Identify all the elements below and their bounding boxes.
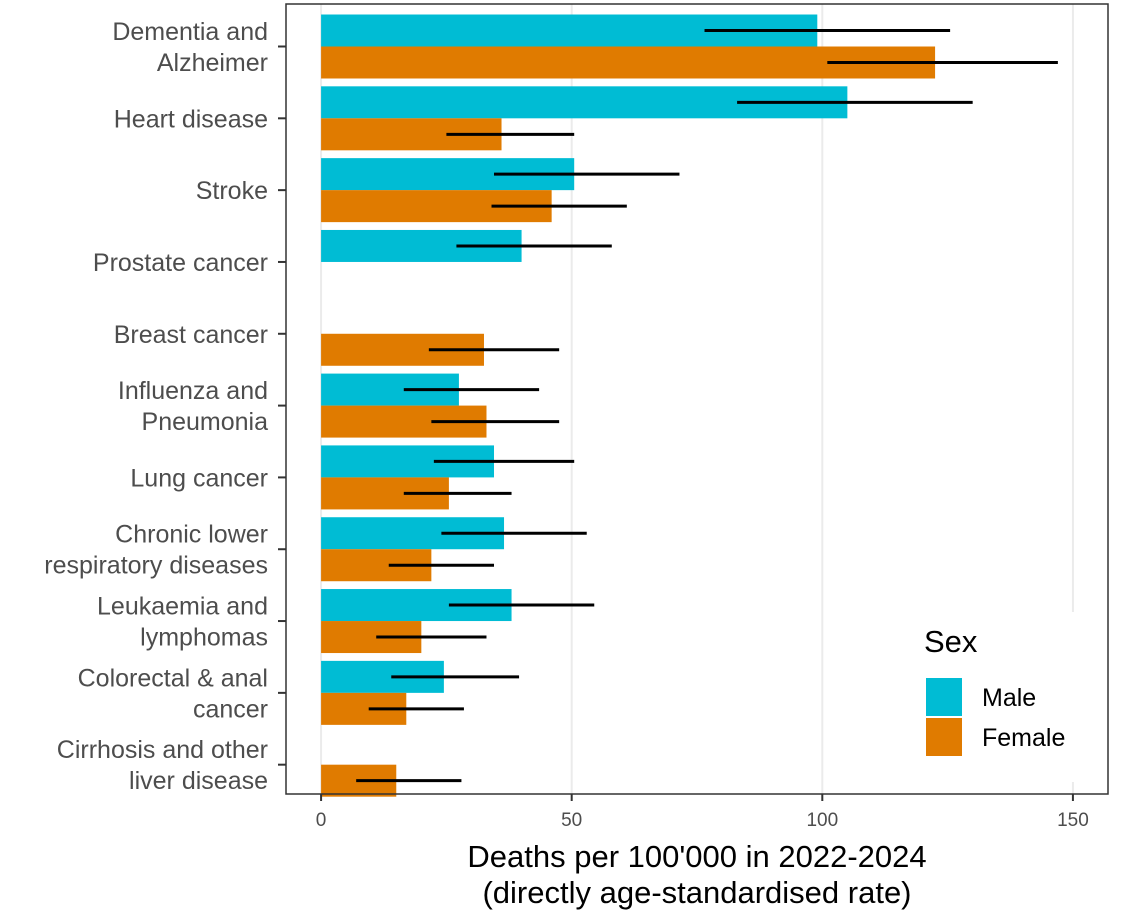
category-label-4: Breast cancer xyxy=(114,321,268,349)
x-axis-title-line-0: Deaths per 100'000 in 2022-2024 xyxy=(467,839,926,874)
category-label-5: Influenza and Pneumonia xyxy=(118,377,268,436)
category-label-3: Prostate cancer xyxy=(93,249,268,277)
x-axis: 0 50 100 150 xyxy=(316,794,1089,831)
y-axis: Dementia and Alzheimer Heart disease Stroke… xyxy=(44,18,286,795)
category-label-0: Dementia and Alzheimer xyxy=(112,18,268,77)
x-tick-label-3: 150 xyxy=(1057,810,1089,831)
category-label-6: Lung cancer xyxy=(130,464,268,492)
category-label-10: Cirrhosis and other liver disease xyxy=(57,736,268,795)
x-tick-label-1: 50 xyxy=(561,810,582,831)
plot-border xyxy=(285,3,1109,795)
legend-label-male: Male xyxy=(982,684,1036,712)
error-bars xyxy=(356,29,1058,783)
legend-title: Sex xyxy=(924,624,978,659)
x-axis-title-line-1: (directly age-standardised rate) xyxy=(482,875,911,910)
category-label-2: Stroke xyxy=(196,177,268,205)
category-label-7: Chronic lower respiratory diseases xyxy=(44,521,268,580)
category-label-9: Colorectal & anal cancer xyxy=(78,664,268,723)
legend-label-female: Female xyxy=(982,724,1065,752)
category-label-8: Leukaemia and lymphomas xyxy=(97,593,268,652)
legend-swatch-male xyxy=(926,678,962,716)
x-tick-label-0: 0 xyxy=(316,810,327,831)
category-label-1: Heart disease xyxy=(114,105,268,133)
legend-swatch-female xyxy=(926,718,962,756)
x-tick-label-2: 100 xyxy=(806,810,838,831)
